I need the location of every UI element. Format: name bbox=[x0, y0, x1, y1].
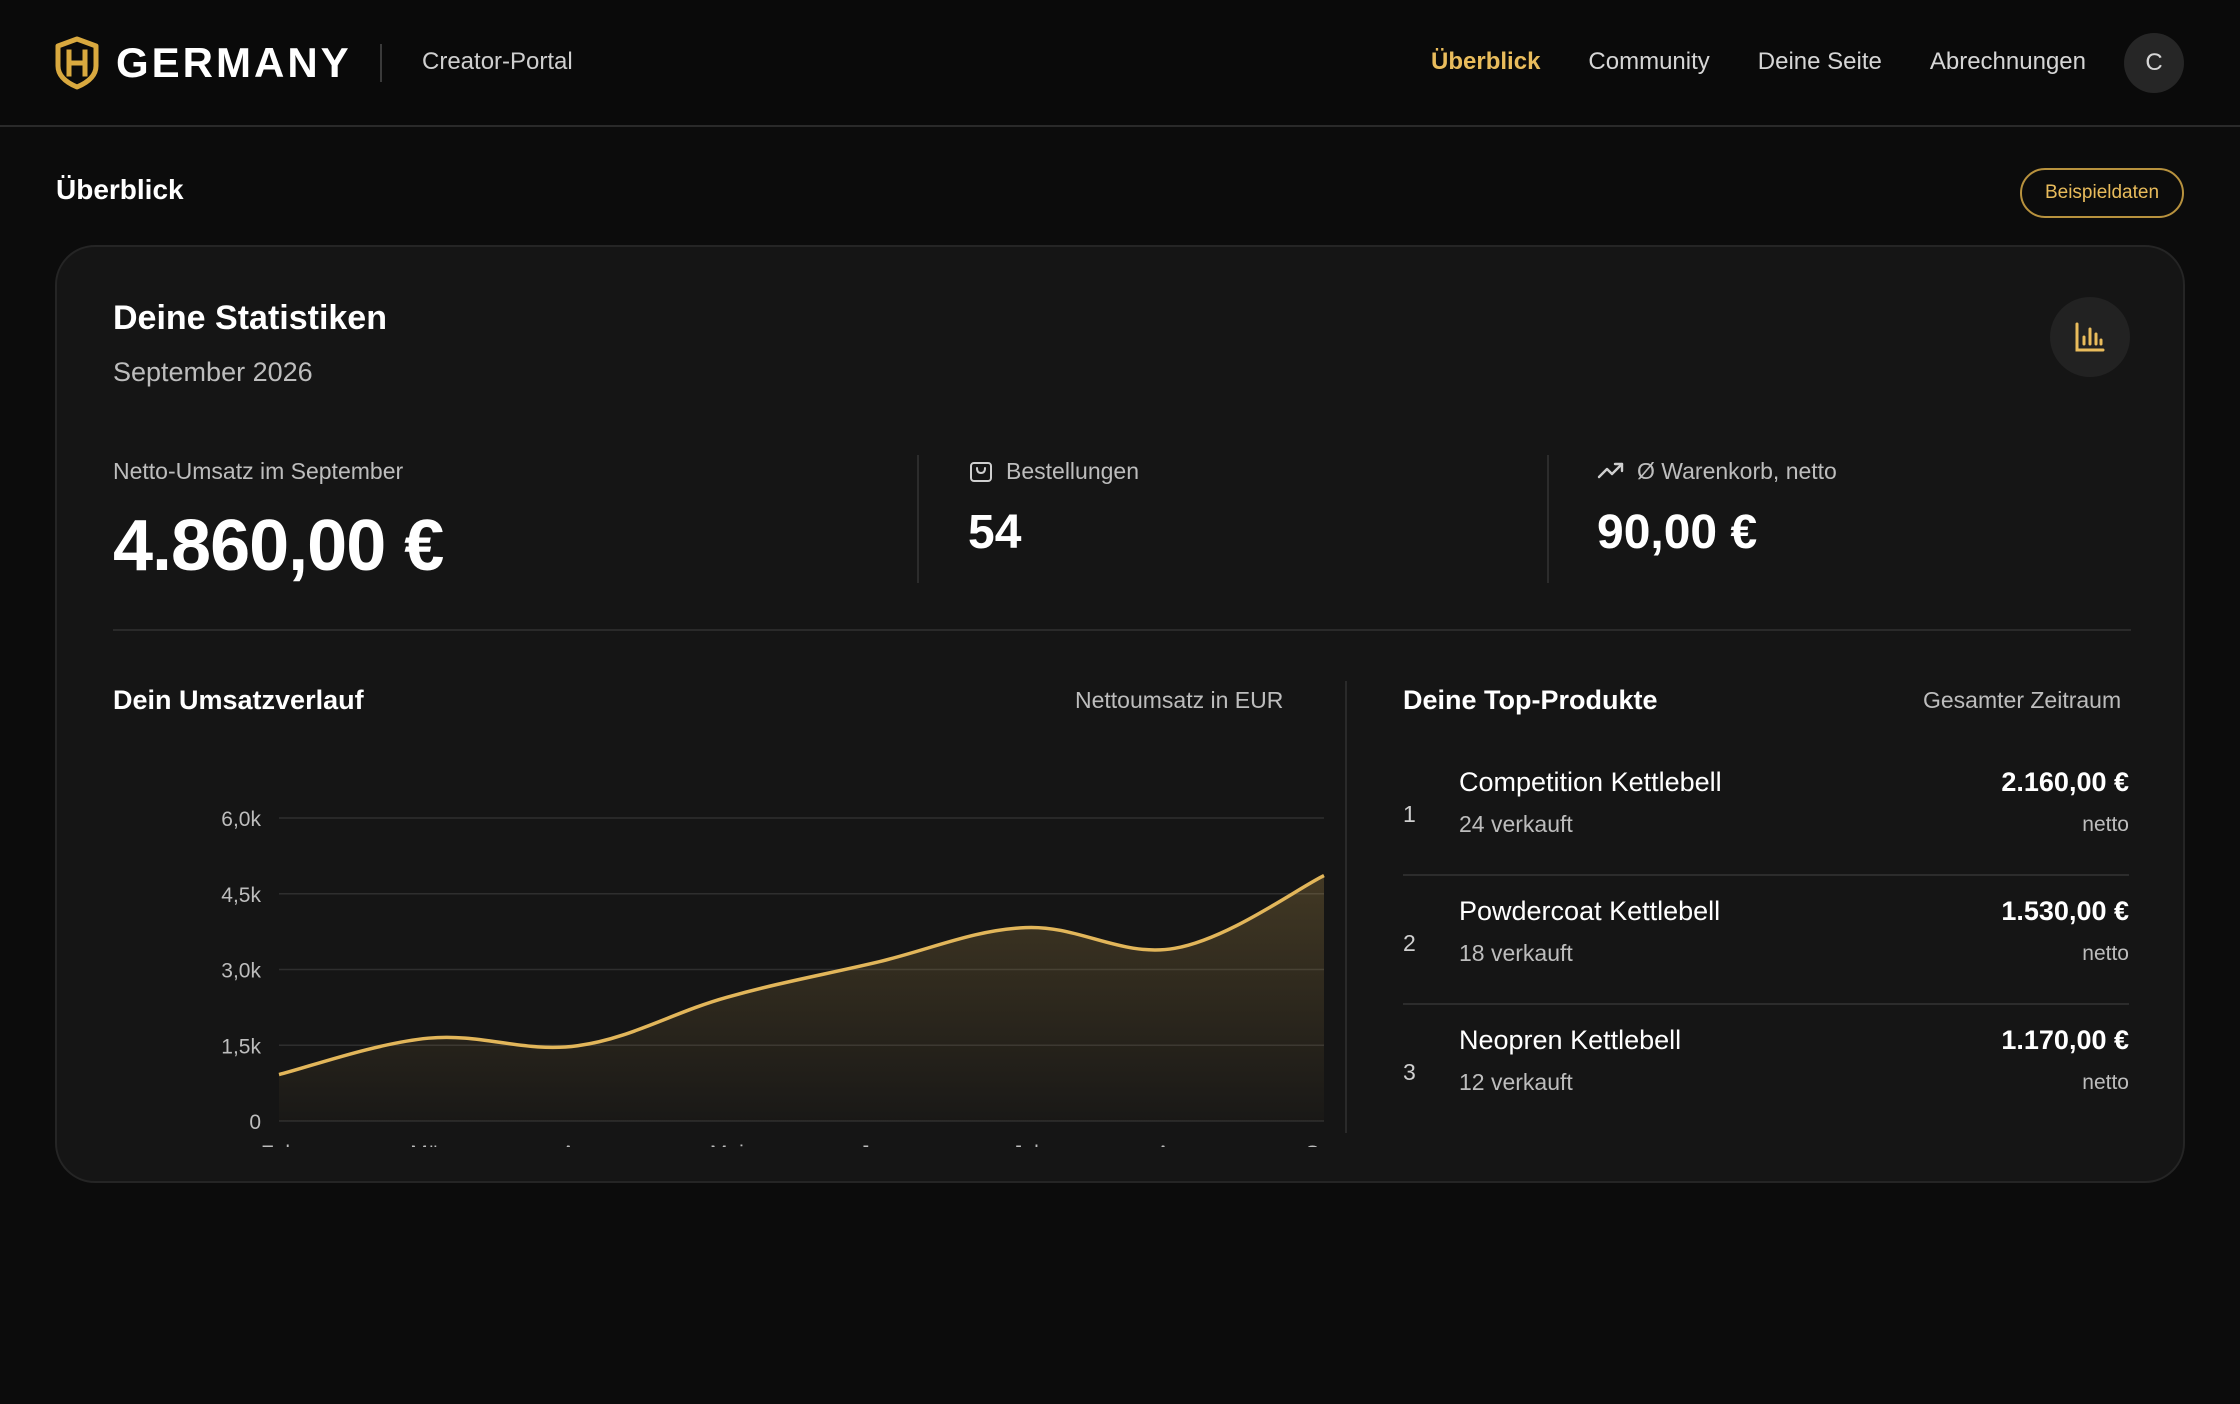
revenue-chart-svg: 0 1,5k 3,0k 4,5k 6,0k Feb Mär Apr Mai Jun Jul Aug Se… bbox=[221, 808, 1342, 1147]
top-products-note: Gesamter Zeitraum bbox=[1923, 687, 2122, 713]
kpi-basket: Ø Warenkorb, netto 90,00 € bbox=[1597, 455, 1837, 560]
kpi-basket-label: Ø Warenkorb, netto bbox=[1637, 457, 1837, 484]
x-tick-label: Jul bbox=[1012, 1142, 1039, 1147]
section-divider bbox=[113, 629, 2131, 631]
page-title: Überblick bbox=[56, 174, 184, 205]
top-navigation-bar: GERMANY Creator-Portal Überblick Communi… bbox=[0, 0, 2240, 127]
stats-title: Deine Statistiken bbox=[113, 299, 387, 337]
data-point bbox=[874, 960, 878, 964]
kpi-divider bbox=[917, 455, 919, 583]
product-name: Competition Kettlebell bbox=[1459, 767, 1722, 797]
revenue-line bbox=[278, 873, 1325, 1077]
revenue-area bbox=[279, 875, 1324, 1121]
kpi-orders: Bestellungen 54 bbox=[968, 455, 1139, 560]
product-rank: 2 bbox=[1403, 930, 1416, 956]
revenue-chart-title: Dein Umsatzverlauf bbox=[113, 685, 364, 715]
kpi-divider bbox=[1547, 455, 1549, 583]
product-rank: 1 bbox=[1403, 801, 1416, 827]
y-tick-label: 1,5k bbox=[221, 1035, 261, 1058]
kpi-basket-value: 90,00 € bbox=[1597, 506, 1758, 559]
kpi-revenue: Netto-Umsatz im September 4.860,00 € bbox=[113, 455, 444, 587]
h-shield-logo-icon bbox=[55, 36, 99, 90]
kpi-revenue-label: Netto-Umsatz im September bbox=[113, 457, 404, 484]
y-tick-label: 3,0k bbox=[221, 960, 261, 983]
product-sold-count: 12 verkauft bbox=[1459, 1069, 1573, 1095]
x-tick-label: Jun bbox=[859, 1142, 893, 1147]
nav-item-deine-seite[interactable]: Deine Seite bbox=[1757, 48, 1882, 75]
product-net-label: netto bbox=[2082, 942, 2129, 965]
product-sold-count: 24 verkauft bbox=[1459, 811, 1573, 837]
y-tick-label: 6,0k bbox=[221, 808, 261, 831]
product-rank: 3 bbox=[1403, 1059, 1416, 1085]
brand-name: GERMANY bbox=[116, 39, 352, 86]
shopping-bag-icon bbox=[970, 462, 992, 482]
revenue-chart: 0 1,5k 3,0k 4,5k 6,0k Feb Mär Apr Mai Jun Jul Aug Se… bbox=[113, 747, 1353, 1147]
revenue-chart-note: Nettoumsatz in EUR bbox=[1075, 687, 1284, 713]
product-sold-count: 18 verkauft bbox=[1459, 940, 1573, 966]
product-name: Neopren Kettlebell bbox=[1459, 1025, 1682, 1055]
x-tick-label: Sep bbox=[1305, 1142, 1342, 1147]
product-revenue: 2.160,00 € bbox=[2001, 767, 2129, 797]
data-point bbox=[426, 1036, 430, 1040]
data-point bbox=[1173, 946, 1177, 950]
x-tick-label: Mär bbox=[410, 1142, 446, 1147]
x-tick-label: Feb bbox=[261, 1142, 297, 1147]
stats-card: Deine Statistiken September 2026 Netto-U… bbox=[55, 245, 2185, 1183]
sample-data-badge[interactable]: Beispieldaten bbox=[2020, 168, 2184, 218]
bar-chart-icon bbox=[2075, 322, 2105, 352]
kpi-orders-value: 54 bbox=[968, 506, 1022, 559]
nav-item-community[interactable]: Community bbox=[1588, 48, 1710, 75]
top-products-title: Deine Top-Produkte bbox=[1403, 685, 1658, 715]
brand[interactable]: GERMANY bbox=[54, 35, 352, 91]
portal-label: Creator-Portal bbox=[422, 48, 573, 75]
nav-item-abrechnungen[interactable]: Abrechnungen bbox=[1929, 48, 2086, 75]
main-nav: Überblick Community Deine Seite Abrechnu… bbox=[1431, 44, 2086, 80]
kpi-revenue-value: 4.860,00 € bbox=[113, 506, 444, 586]
x-tick-label: Apr bbox=[561, 1142, 594, 1147]
top-products-list: 1 Competition Kettlebell 24 verkauft 2.1… bbox=[1403, 747, 2129, 1134]
kpi-orders-label: Bestellungen bbox=[1006, 457, 1139, 484]
data-point bbox=[576, 1044, 580, 1048]
product-row[interactable]: 1 Competition Kettlebell 24 verkauft 2.1… bbox=[1403, 747, 2129, 876]
y-tick-label: 0 bbox=[249, 1111, 261, 1134]
stats-chart-button[interactable] bbox=[2050, 297, 2130, 377]
brand-divider bbox=[380, 44, 382, 82]
nav-item-ueberblick[interactable]: Überblick bbox=[1431, 48, 1541, 75]
data-point bbox=[1322, 874, 1326, 878]
data-point bbox=[277, 1073, 281, 1077]
product-net-label: netto bbox=[2082, 1071, 2129, 1094]
product-row[interactable]: 2 Powdercoat Kettlebell 18 verkauft 1.53… bbox=[1403, 876, 2129, 1005]
user-avatar[interactable]: C bbox=[2124, 33, 2184, 93]
column-divider bbox=[1345, 681, 1347, 1133]
product-row[interactable]: 3 Neopren Kettlebell 12 verkauft 1.170,0… bbox=[1403, 1005, 2129, 1134]
product-net-label: netto bbox=[2082, 813, 2129, 836]
data-point bbox=[725, 995, 729, 999]
product-revenue: 1.530,00 € bbox=[2001, 896, 2129, 926]
y-tick-label: 4,5k bbox=[221, 884, 261, 907]
data-point bbox=[1023, 926, 1027, 930]
stats-period: September 2026 bbox=[113, 357, 313, 387]
product-name: Powdercoat Kettlebell bbox=[1459, 896, 1721, 926]
x-tick-label: Aug bbox=[1156, 1142, 1193, 1147]
x-tick-label: Mai bbox=[710, 1142, 744, 1147]
trending-up-icon bbox=[1597, 462, 1624, 479]
product-revenue: 1.170,00 € bbox=[2001, 1025, 2129, 1055]
